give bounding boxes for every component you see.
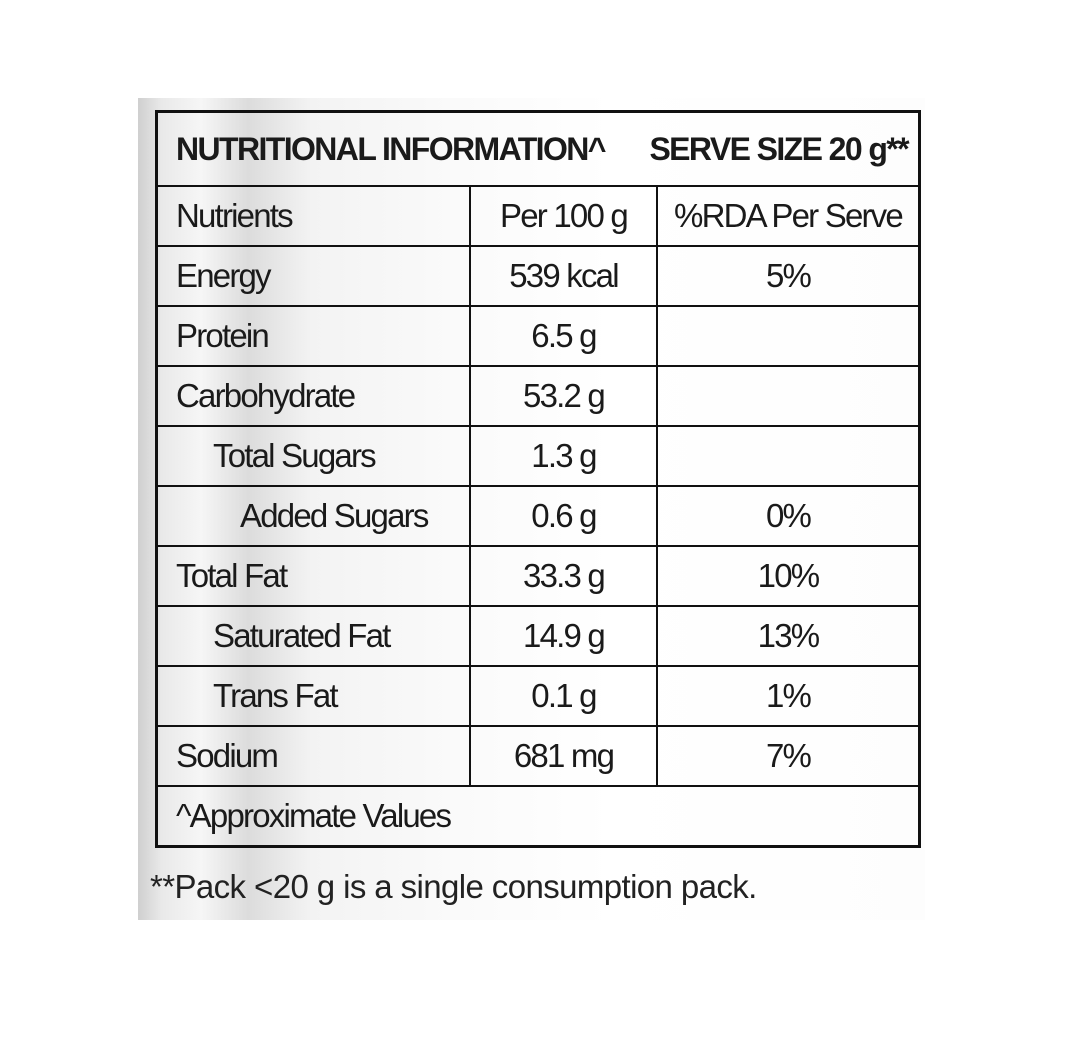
per-100g-value: 33.3 g [469,545,658,607]
footnote: **Pack <20 g is a single consumption pac… [150,868,757,905]
table-row: Total Fat 33.3 g 10% [155,545,921,607]
table-row: Carbohydrate 53.2 g [155,365,921,427]
table-row: Energy 539 kcal 5% [155,245,921,307]
table-row: Sodium 681 mg 7% [155,725,921,787]
column-header-row: Nutrients Per 100 g %RDA Per Serve [155,185,921,247]
nutrient-name: Total Fat [155,545,471,607]
rda-value: 7% [656,725,921,787]
per-100g-value: 0.1 g [469,665,658,727]
rda-value [656,305,921,367]
nutrient-name: Trans Fat [155,665,471,727]
per-100g-value: 1.3 g [469,425,658,487]
rda-value: 10% [656,545,921,607]
column-header: %RDA Per Serve [656,185,921,247]
table-row: Trans Fat 0.1 g 1% [155,665,921,727]
title: NUTRITIONAL INFORMATION^ [176,130,606,167]
per-100g-value: 14.9 g [469,605,658,667]
per-100g-value: 0.6 g [469,485,658,547]
table-title-row: NUTRITIONAL INFORMATION^ SERVE SIZE 20 g… [155,110,921,187]
approx-note: ^Approximate Values [155,785,921,848]
nutrient-name: Energy [155,245,471,307]
nutrient-name: Total Sugars [155,425,471,487]
column-header: Per 100 g [469,185,658,247]
per-100g-value: 539 kcal [469,245,658,307]
table-row: Protein 6.5 g [155,305,921,367]
nutrition-table: NUTRITIONAL INFORMATION^ SERVE SIZE 20 g… [155,110,921,848]
per-100g-value: 681 mg [469,725,658,787]
rda-value: 5% [656,245,921,307]
approx-row: ^Approximate Values [155,785,921,848]
rda-value: 1% [656,665,921,727]
column-header: Nutrients [155,185,471,247]
rda-value [656,425,921,487]
table-row: Total Sugars 1.3 g [155,425,921,487]
rda-value [656,365,921,427]
table-title: NUTRITIONAL INFORMATION^ SERVE SIZE 20 g… [155,110,921,187]
nutrient-name: Carbohydrate [155,365,471,427]
nutrient-name: Saturated Fat [155,605,471,667]
rda-value: 0% [656,485,921,547]
rda-value: 13% [656,605,921,667]
table-row: Saturated Fat 14.9 g 13% [155,605,921,667]
nutrient-name: Sodium [155,725,471,787]
table-row: Added Sugars 0.6 g 0% [155,485,921,547]
per-100g-value: 53.2 g [469,365,658,427]
nutrient-name: Added Sugars [155,485,471,547]
serve-size: SERVE SIZE 20 g** [649,130,909,167]
nutrient-name: Protein [155,305,471,367]
per-100g-value: 6.5 g [469,305,658,367]
